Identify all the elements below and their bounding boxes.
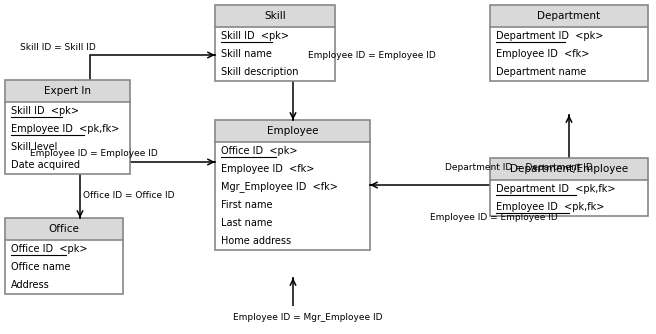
Text: Home address: Home address — [221, 236, 291, 246]
Text: Department ID  <pk,fk>: Department ID <pk,fk> — [496, 184, 615, 194]
Text: Address: Address — [11, 280, 50, 290]
Bar — [5, 80, 130, 102]
Text: Office: Office — [49, 224, 79, 234]
Bar — [215, 142, 370, 250]
Text: Skill: Skill — [264, 11, 286, 21]
Text: Employee ID = Employee ID: Employee ID = Employee ID — [308, 50, 436, 59]
Text: Employee ID = Employee ID: Employee ID = Employee ID — [430, 213, 558, 222]
Text: Date acquired: Date acquired — [11, 160, 80, 170]
Text: Skill level: Skill level — [11, 142, 57, 152]
Bar — [490, 27, 648, 81]
Text: Department: Department — [537, 11, 600, 21]
Text: Office name: Office name — [11, 262, 70, 272]
Text: Skill ID  <pk>: Skill ID <pk> — [11, 106, 79, 116]
Text: Employee ID  <fk>: Employee ID <fk> — [496, 49, 589, 59]
Bar — [490, 158, 648, 216]
Text: Skill name: Skill name — [221, 49, 272, 59]
Text: Employee ID = Mgr_Employee ID: Employee ID = Mgr_Employee ID — [233, 314, 382, 323]
Text: Employee ID  <pk,fk>: Employee ID <pk,fk> — [496, 202, 604, 212]
Text: Skill ID  <pk>: Skill ID <pk> — [221, 31, 289, 41]
Bar — [490, 180, 648, 216]
Bar — [5, 218, 123, 294]
Bar — [215, 27, 335, 81]
Text: First name: First name — [221, 200, 272, 210]
Bar — [5, 80, 130, 174]
Text: Office ID = Office ID: Office ID = Office ID — [83, 190, 174, 199]
Text: Department name: Department name — [496, 67, 586, 77]
Text: Department/Employee: Department/Employee — [510, 164, 628, 174]
Text: Department ID  <pk>: Department ID <pk> — [496, 31, 604, 41]
Bar — [5, 240, 123, 294]
Text: Office ID  <pk>: Office ID <pk> — [221, 146, 298, 156]
Text: Expert In: Expert In — [44, 86, 91, 96]
Text: Department ID = Department ID: Department ID = Department ID — [445, 164, 593, 172]
Text: Employee ID = Employee ID: Employee ID = Employee ID — [30, 149, 157, 158]
Text: Office ID  <pk>: Office ID <pk> — [11, 244, 87, 254]
Text: Employee ID  <fk>: Employee ID <fk> — [221, 164, 314, 174]
Text: Employee: Employee — [267, 126, 318, 136]
Bar — [215, 5, 335, 81]
Bar — [5, 218, 123, 240]
Text: Employee ID  <pk,fk>: Employee ID <pk,fk> — [11, 124, 119, 134]
Text: Last name: Last name — [221, 218, 272, 228]
Bar — [215, 120, 370, 142]
Text: Skill ID = Skill ID: Skill ID = Skill ID — [20, 42, 96, 51]
Bar — [215, 5, 335, 27]
Text: Mgr_Employee ID  <fk>: Mgr_Employee ID <fk> — [221, 182, 338, 192]
Bar — [215, 120, 370, 250]
Bar — [490, 5, 648, 81]
Text: Skill description: Skill description — [221, 67, 298, 77]
Bar — [490, 5, 648, 27]
Bar — [5, 102, 130, 174]
Bar — [490, 158, 648, 180]
